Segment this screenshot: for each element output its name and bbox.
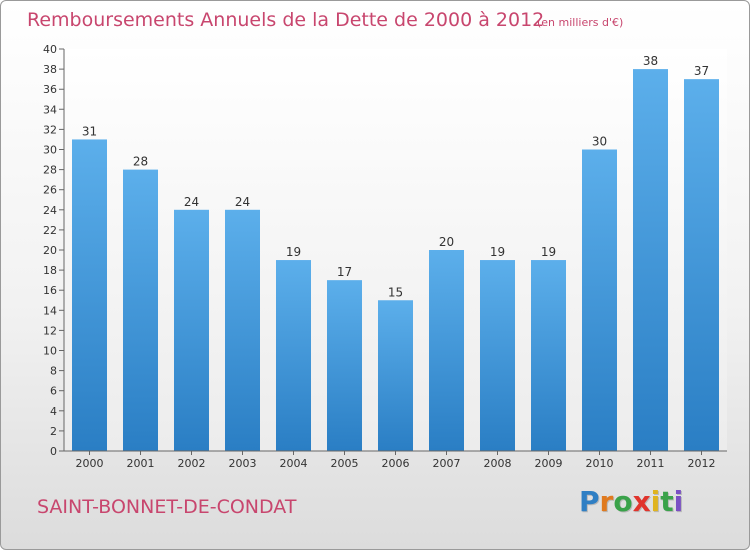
data-label-2005: 17	[337, 265, 352, 279]
y-tick-label: 20	[43, 244, 57, 257]
data-label-2001: 28	[133, 155, 148, 169]
data-label-2007: 20	[439, 235, 454, 249]
logo-letter: i	[650, 485, 661, 518]
x-tick-label-2002: 2002	[178, 457, 206, 470]
data-label-2009: 19	[541, 245, 556, 259]
data-label-2010: 30	[592, 135, 607, 149]
bar-2009	[531, 260, 566, 451]
x-tick-label-2008: 2008	[484, 457, 512, 470]
y-tick-label: 34	[43, 103, 57, 116]
y-tick-label: 40	[43, 43, 57, 56]
data-label-2004: 19	[286, 245, 301, 259]
y-tick-label: 16	[43, 284, 57, 297]
bar-2005	[327, 280, 362, 451]
y-tick-label: 24	[43, 204, 57, 217]
logo-letter: i	[673, 485, 684, 518]
y-tick-label: 18	[43, 264, 57, 277]
data-label-2002: 24	[184, 195, 199, 209]
bar-2010	[582, 149, 617, 451]
y-tick-label: 14	[43, 304, 57, 317]
bar-2006	[378, 300, 413, 451]
bar-2002	[174, 209, 209, 451]
y-tick-label: 10	[43, 345, 57, 358]
x-tick-label-2001: 2001	[127, 457, 155, 470]
y-tick-label: 0	[50, 445, 57, 458]
y-tick-label: 36	[43, 83, 57, 96]
proxiti-logo: Proxiti	[579, 485, 683, 518]
logo-letter: r	[599, 485, 614, 518]
x-tick-label-2007: 2007	[433, 457, 461, 470]
bar-2007	[429, 250, 464, 451]
data-label-2006: 15	[388, 285, 403, 299]
data-label-2000: 31	[82, 124, 97, 138]
bar-2004	[276, 260, 311, 451]
data-label-2008: 19	[490, 245, 505, 259]
bar-2011	[633, 69, 668, 451]
bars-group: 31 28 24 24 19 17 15 20 19 19 30 38 37	[72, 54, 719, 452]
data-label-2003: 24	[235, 195, 250, 209]
y-tick-label: 4	[50, 405, 57, 418]
data-label-2012: 37	[694, 64, 709, 78]
bar-2000	[72, 139, 107, 451]
x-tick-label-2010: 2010	[586, 457, 614, 470]
y-tick-label: 12	[43, 324, 57, 337]
y-tick-label: 6	[50, 385, 57, 398]
x-axis: 2000 2001 2002 2003 2004 2005 2006 2007 2008 2009…	[64, 450, 727, 470]
y-tick-label: 2	[50, 425, 57, 438]
chart-title: Remboursements Annuels de la Dette de 20…	[27, 9, 545, 31]
bar-2001	[123, 169, 158, 451]
y-tick-label: 32	[43, 123, 57, 136]
y-tick-label: 8	[50, 365, 57, 378]
x-tick-label-2000: 2000	[76, 457, 104, 470]
data-label-2011: 38	[643, 54, 658, 68]
x-tick-label-2006: 2006	[382, 457, 410, 470]
y-tick-label: 30	[43, 144, 57, 157]
y-tick-label: 38	[43, 63, 57, 76]
logo-letter: t	[660, 485, 674, 518]
x-tick-label-2011: 2011	[637, 457, 665, 470]
y-tick-label: 26	[43, 184, 57, 197]
logo-letter: x	[632, 485, 651, 518]
logo-letter: o	[613, 485, 633, 518]
bar-2012	[684, 79, 719, 452]
x-tick-label-2012: 2012	[688, 457, 716, 470]
bar-2003	[225, 209, 260, 451]
logo-letter: P	[579, 485, 600, 518]
y-tick-label: 22	[43, 224, 57, 237]
x-tick-label-2005: 2005	[331, 457, 359, 470]
x-tick-label-2003: 2003	[229, 457, 257, 470]
y-tick-label: 28	[43, 164, 57, 177]
x-tick-label-2004: 2004	[280, 457, 308, 470]
commune-name: SAINT-BONNET-DE-CONDAT	[37, 496, 297, 518]
chart-title-unit: (en milliers d'€)	[537, 16, 624, 29]
x-tick-label-2009: 2009	[535, 457, 563, 470]
bar-2008	[480, 260, 515, 451]
